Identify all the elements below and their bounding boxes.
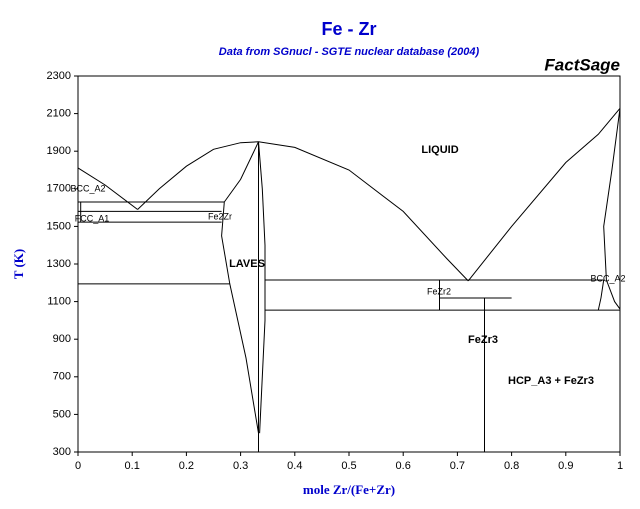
y-tick-label: 1500 [47,220,71,232]
phase-boundary [258,141,266,434]
phase-boundary [467,107,621,282]
annotation: HCP_A3 + FeZr3 [508,375,594,387]
y-tick-label: 1300 [47,258,71,270]
plot-frame [77,75,621,453]
annotation: BCC_A2 [70,183,105,193]
x-tick-label: 0.5 [341,460,356,472]
annotation: LIQUID [421,144,458,156]
y-tick-label: 2100 [47,108,71,120]
annotation: FeZr2 [427,286,451,296]
x-tick-label: 1 [617,460,623,472]
y-tick-label: 300 [53,446,71,458]
brand: FactSage [544,55,620,74]
annotation: BCC_A2 [590,273,625,283]
x-tick-label: 0.8 [504,460,519,472]
y-tick-label: 1700 [47,183,71,195]
chart-subtitle: Data from SGnucl - SGTE nuclear database… [219,46,480,58]
phase-boundary [221,141,259,434]
x-tick-label: 0.7 [450,460,465,472]
x-tick-label: 0.6 [396,460,411,472]
phase-boundary [77,167,138,210]
x-tick-label: 0.4 [287,460,302,472]
annotation: LAVES [229,258,265,270]
y-tick-label: 1900 [47,145,71,157]
annotation: FeZr3 [468,334,498,346]
x-axis-label: mole Zr/(Fe+Zr) [303,482,395,497]
phase-boundary [603,108,621,310]
x-tick-label: 0 [75,460,81,472]
y-tick-label: 700 [53,371,71,383]
annotation: Fe2Zr [208,211,232,221]
x-tick-label: 0.9 [558,460,573,472]
x-tick-label: 0.2 [179,460,194,472]
y-tick-label: 900 [53,333,71,345]
x-tick-label: 0.1 [125,460,140,472]
y-tick-label: 2300 [47,70,71,82]
y-tick-label: 1100 [47,296,71,308]
x-tick-label: 0.3 [233,460,248,472]
chart-title: Fe - Zr [321,19,376,39]
y-tick-label: 500 [53,408,71,420]
annotation: FCC_A1 [75,213,110,223]
y-axis-label: T (K) [11,249,26,279]
phase-boundary [597,279,605,311]
